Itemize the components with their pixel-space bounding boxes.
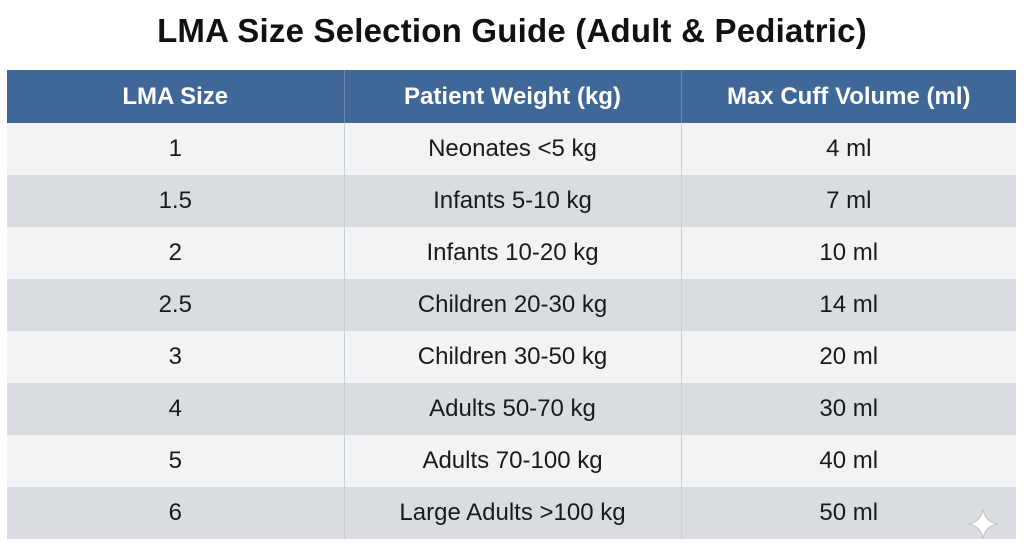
cell-patient-weight: Adults 50-70 kg — [344, 383, 682, 435]
cell-patient-weight: Neonates <5 kg — [344, 123, 682, 175]
cell-lma-size: 2.5 — [7, 279, 345, 331]
table-row: 6 Large Adults >100 kg 50 ml — [7, 487, 1016, 539]
lma-size-table: LMA Size Patient Weight (kg) Max Cuff Vo… — [7, 70, 1016, 539]
cell-lma-size: 2 — [7, 227, 345, 279]
table-row: 5 Adults 70-100 kg 40 ml — [7, 435, 1016, 487]
cell-max-cuff-volume: 14 ml — [681, 279, 1016, 331]
cell-lma-size: 6 — [7, 487, 345, 539]
cell-max-cuff-volume: 7 ml — [681, 175, 1016, 227]
cell-max-cuff-volume: 4 ml — [681, 123, 1016, 175]
table-row: 1.5 Infants 5-10 kg 7 ml — [7, 175, 1016, 227]
page-title: LMA Size Selection Guide (Adult & Pediat… — [157, 12, 867, 49]
table-row: 4 Adults 50-70 kg 30 ml — [7, 383, 1016, 435]
cell-patient-weight: Infants 10-20 kg — [344, 227, 682, 279]
header-patient-weight: Patient Weight (kg) — [344, 70, 682, 123]
table-row: 2 Infants 10-20 kg 10 ml — [7, 227, 1016, 279]
header-max-cuff-volume: Max Cuff Volume (ml) — [681, 70, 1016, 123]
cell-lma-size: 4 — [7, 383, 345, 435]
cell-lma-size: 1 — [7, 123, 345, 175]
cell-max-cuff-volume: 30 ml — [681, 383, 1016, 435]
cell-patient-weight: Children 30-50 kg — [344, 331, 682, 383]
cell-patient-weight: Adults 70-100 kg — [344, 435, 682, 487]
cell-patient-weight: Infants 5-10 kg — [344, 175, 682, 227]
table-header-row: LMA Size Patient Weight (kg) Max Cuff Vo… — [7, 70, 1016, 123]
table-row: 2.5 Children 20-30 kg 14 ml — [7, 279, 1016, 331]
sparkle-icon — [967, 508, 999, 540]
header-lma-size: LMA Size — [7, 70, 345, 123]
cell-lma-size: 3 — [7, 331, 345, 383]
cell-max-cuff-volume: 50 ml — [681, 487, 1016, 539]
cell-max-cuff-volume: 20 ml — [681, 331, 1016, 383]
cell-lma-size: 1.5 — [7, 175, 345, 227]
cell-max-cuff-volume: 10 ml — [681, 227, 1016, 279]
cell-patient-weight: Large Adults >100 kg — [344, 487, 682, 539]
cell-patient-weight: Children 20-30 kg — [344, 279, 682, 331]
cell-lma-size: 5 — [7, 435, 345, 487]
table-row: 3 Children 30-50 kg 20 ml — [7, 331, 1016, 383]
table-row: 1 Neonates <5 kg 4 ml — [7, 123, 1016, 175]
cell-max-cuff-volume: 40 ml — [681, 435, 1016, 487]
